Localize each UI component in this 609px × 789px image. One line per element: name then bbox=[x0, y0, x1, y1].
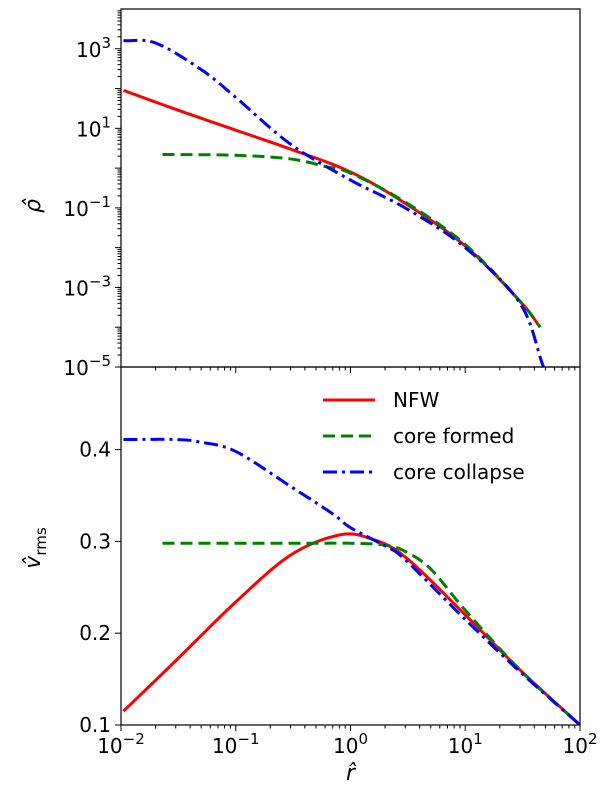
legend-label: core collapse bbox=[393, 460, 525, 484]
bottom-y-tick-label: 0.1 bbox=[79, 713, 111, 737]
top-y-tick-label: 101 bbox=[76, 113, 111, 141]
bottom-y-tick-label: 0.3 bbox=[79, 529, 111, 553]
legend-item: core collapse bbox=[323, 460, 525, 484]
top-series-NFW bbox=[122, 88, 542, 329]
bottom-series bbox=[122, 437, 580, 725]
x-axis-label: r̂ bbox=[346, 761, 357, 786]
legend: NFW core formed core collapse bbox=[323, 388, 525, 484]
bottom-y-axis-label: v̂rms bbox=[21, 527, 50, 569]
legend-label: core formed bbox=[393, 424, 514, 448]
bottom-y-tick-label: 0.2 bbox=[79, 621, 111, 645]
bottom-series-core-formed bbox=[162, 541, 580, 725]
legend-item: core formed bbox=[323, 424, 514, 448]
top-series-core-formed bbox=[162, 152, 542, 329]
legend-item: NFW bbox=[323, 388, 439, 412]
bottom-x-tick-label: 102 bbox=[563, 730, 598, 758]
bottom-series-core-collapse bbox=[123, 437, 580, 725]
bottom-series-NFW bbox=[122, 532, 580, 725]
top-y-tick-label: 10−3 bbox=[63, 272, 111, 300]
bottom-x-tick-label: 10−1 bbox=[212, 730, 260, 758]
legend-label: NFW bbox=[393, 388, 439, 412]
top-panel: 103 101 10−1 10−3 10−5 ρ̂ bbox=[21, 8, 581, 380]
top-y-tick-label: 103 bbox=[76, 34, 111, 62]
top-series-core-collapse bbox=[123, 38, 545, 367]
top-y-tick-label: 10−1 bbox=[63, 193, 111, 221]
bottom-frame bbox=[120, 366, 581, 726]
bottom-panel: 0.1 0.2 0.3 0.4 10−2 10−1 100 101 102 v̂rms r̂ bbox=[21, 366, 598, 786]
bottom-x-tick-label: 10−2 bbox=[97, 730, 145, 758]
top-frame bbox=[120, 8, 581, 368]
top-series bbox=[122, 38, 545, 367]
top-y-axis-label: ρ̂ bbox=[21, 198, 46, 213]
top-y-tick-label: 10−5 bbox=[63, 352, 111, 380]
bottom-x-tick-label: 101 bbox=[448, 730, 483, 758]
bottom-y-tick-label: 0.4 bbox=[79, 438, 111, 462]
bottom-x-tick-label: 100 bbox=[333, 730, 368, 758]
